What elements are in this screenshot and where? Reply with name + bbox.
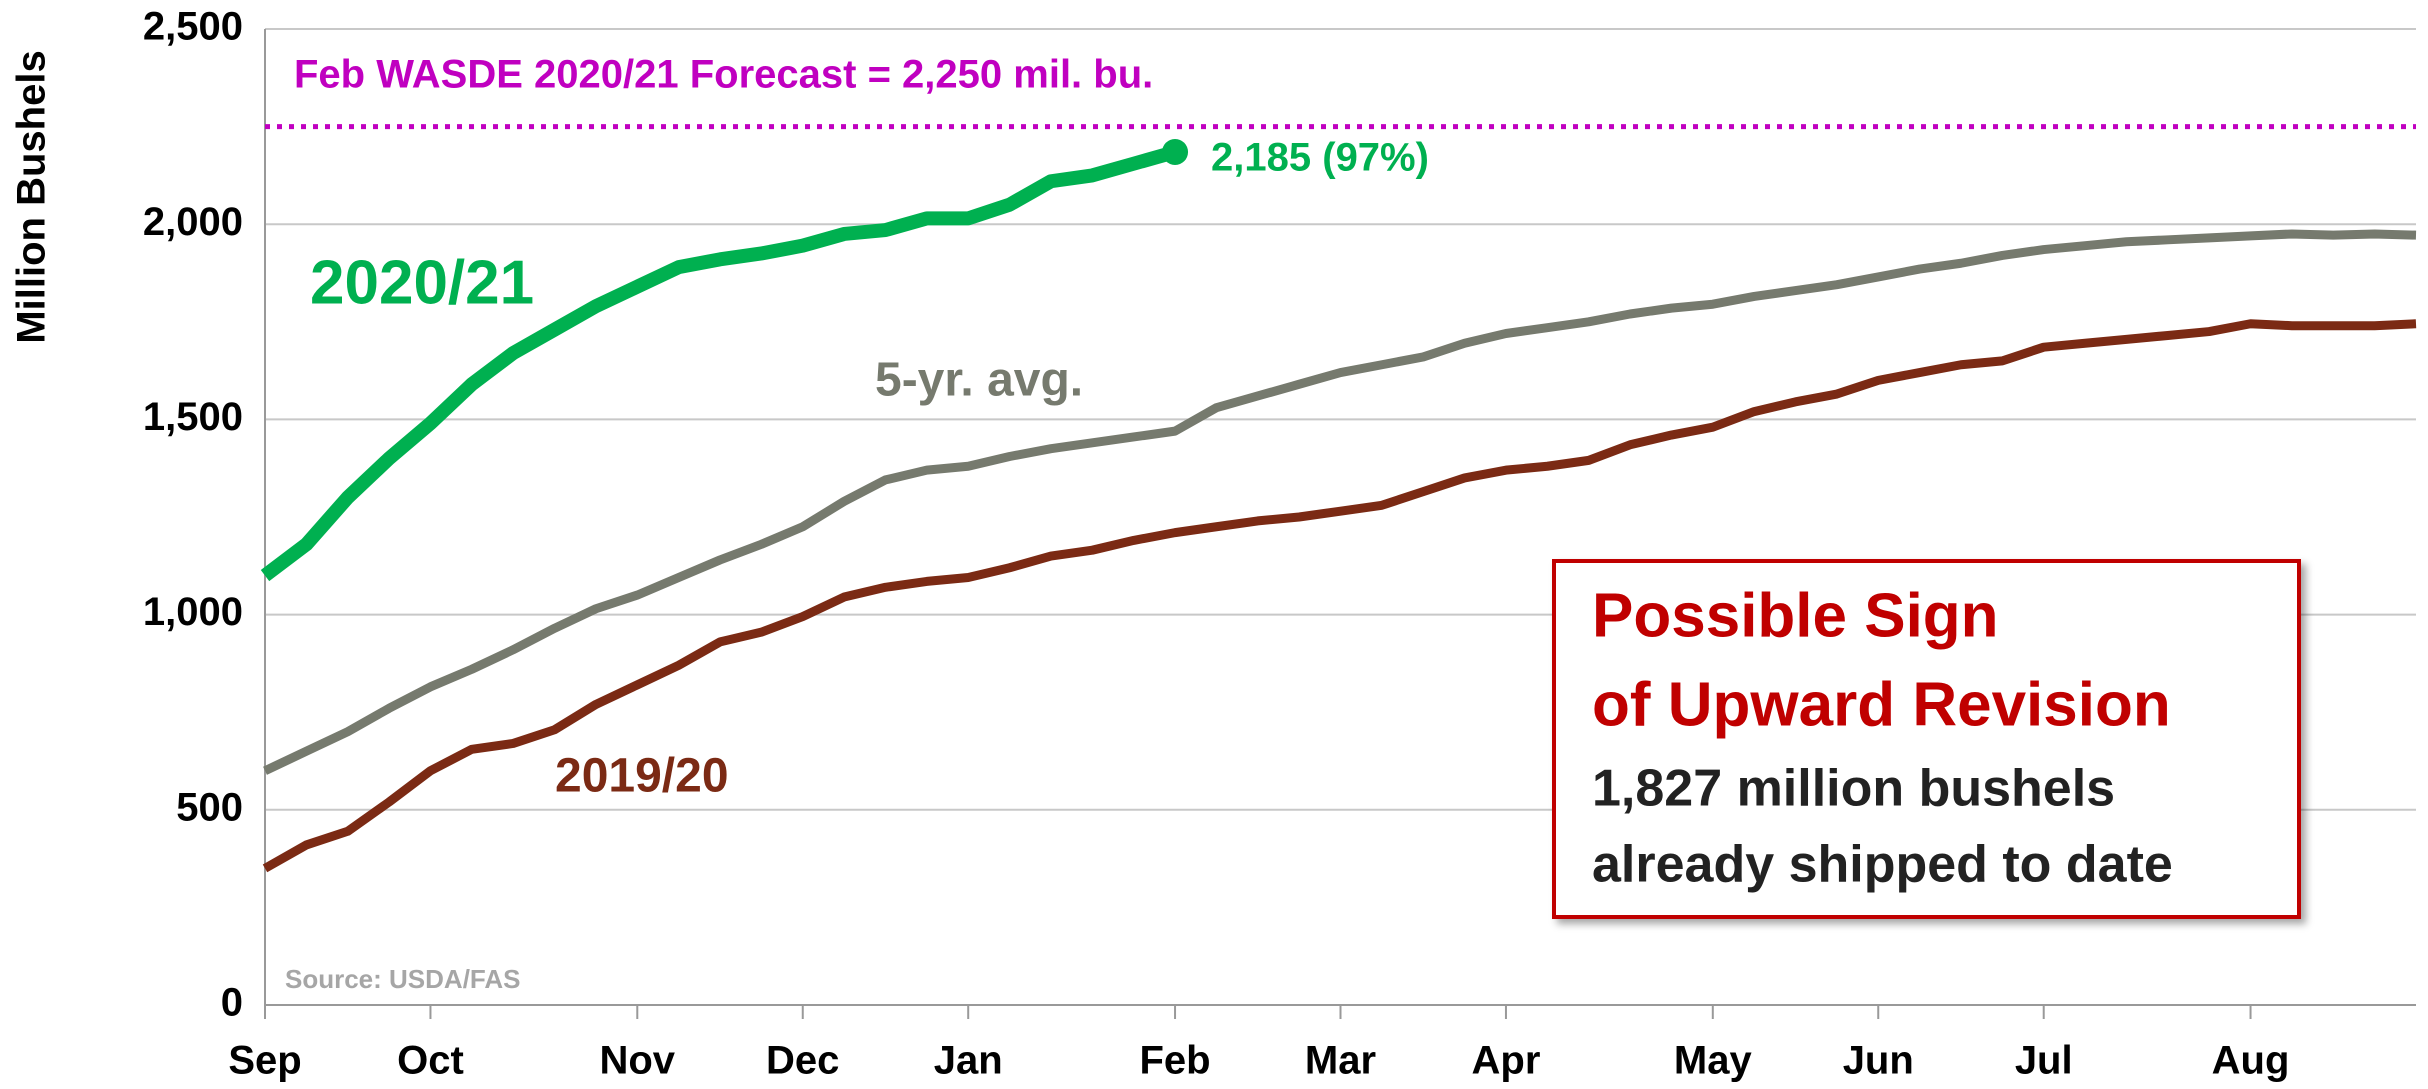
x-tick-label: Apr [1472, 1039, 1541, 1083]
box-text: 1,827 million bushels [1592, 760, 2115, 818]
end-point [1162, 138, 1189, 165]
y-axis-label: Million Bushels [10, 50, 54, 343]
x-tick-label: Aug [2212, 1039, 2290, 1083]
y-tick-label: 1,000 [143, 590, 243, 634]
x-tick-label: Jan [934, 1039, 1003, 1083]
y-tick-label: 1,500 [143, 395, 243, 439]
x-tick-label: Oct [397, 1039, 464, 1083]
annotation-box [1552, 559, 2301, 919]
forecast-label: Feb WASDE 2020/21 Forecast = 2,250 mil. … [294, 53, 1153, 97]
series-line [263, 229, 2417, 775]
y-tick-label: 0 [221, 981, 243, 1025]
x-tick-label: Feb [1139, 1039, 1210, 1083]
y-tick-label: 2,500 [143, 5, 243, 49]
end-label: 2,185 (97%) [1211, 136, 1429, 180]
x-tick-label: Sep [228, 1039, 301, 1083]
x-tick-label: Dec [766, 1039, 839, 1083]
series-line [262, 319, 2417, 873]
source: Source: USDA/FAS [285, 964, 521, 994]
series-label: 5-yr. avg. [875, 354, 1083, 407]
y-tick-label: 2,000 [143, 200, 243, 244]
x-tick-label: May [1674, 1039, 1753, 1083]
box-title: of Upward Revision [1592, 670, 2171, 739]
y-tick-label: 500 [176, 785, 243, 829]
series-label: 2019/20 [555, 750, 729, 803]
series-label: 2020/21 [310, 248, 534, 317]
series-line [260, 145, 1177, 582]
x-tick-label: Mar [1305, 1039, 1376, 1083]
x-tick-label: Jul [2015, 1039, 2073, 1083]
box-title: Possible Sign [1592, 581, 1999, 650]
x-tick-label: Nov [599, 1039, 675, 1083]
x-tick-label: Jun [1843, 1039, 1914, 1083]
box-text: already shipped to date [1592, 836, 2173, 894]
